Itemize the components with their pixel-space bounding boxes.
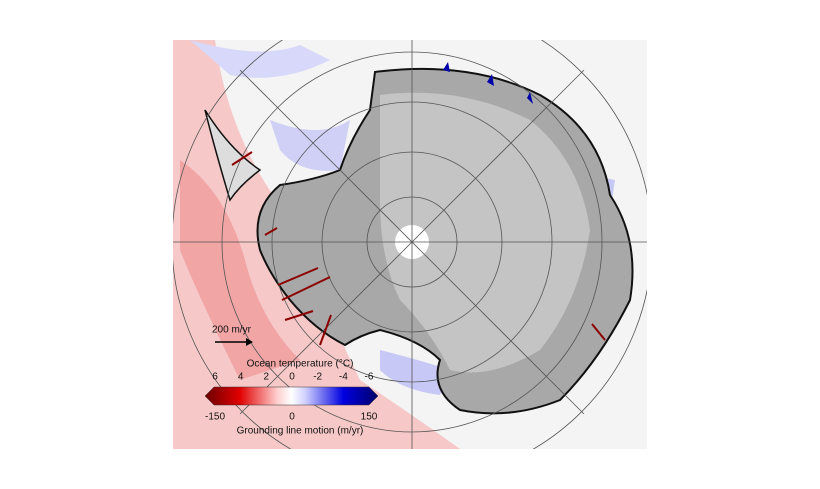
blue-arrows xyxy=(443,62,533,104)
motion-arrows xyxy=(231,151,606,346)
temperature-tick-label: -4 xyxy=(339,372,348,383)
temperature-title: Ocean temperature (°C) xyxy=(247,359,354,370)
temperature-tick-label: 2 xyxy=(264,372,270,383)
motion-tick-label: 150 xyxy=(361,412,378,423)
motion-tick-label: -150 xyxy=(205,412,225,423)
temperature-tick-label: 6 xyxy=(212,372,218,383)
temperature-tick-label: 4 xyxy=(238,372,244,383)
scale-label: 200 m/yr xyxy=(212,325,252,336)
motion-tick-label: 0 xyxy=(289,412,295,423)
temperature-tick-label: 0 xyxy=(289,372,295,383)
temperature-tick-label: -2 xyxy=(313,372,322,383)
map xyxy=(173,40,647,449)
colorbar xyxy=(204,386,379,406)
motion-title: Grounding line motion (m/yr) xyxy=(237,426,364,437)
temperature-tick-label: -6 xyxy=(365,372,374,383)
scale-arrow-head xyxy=(246,338,253,346)
